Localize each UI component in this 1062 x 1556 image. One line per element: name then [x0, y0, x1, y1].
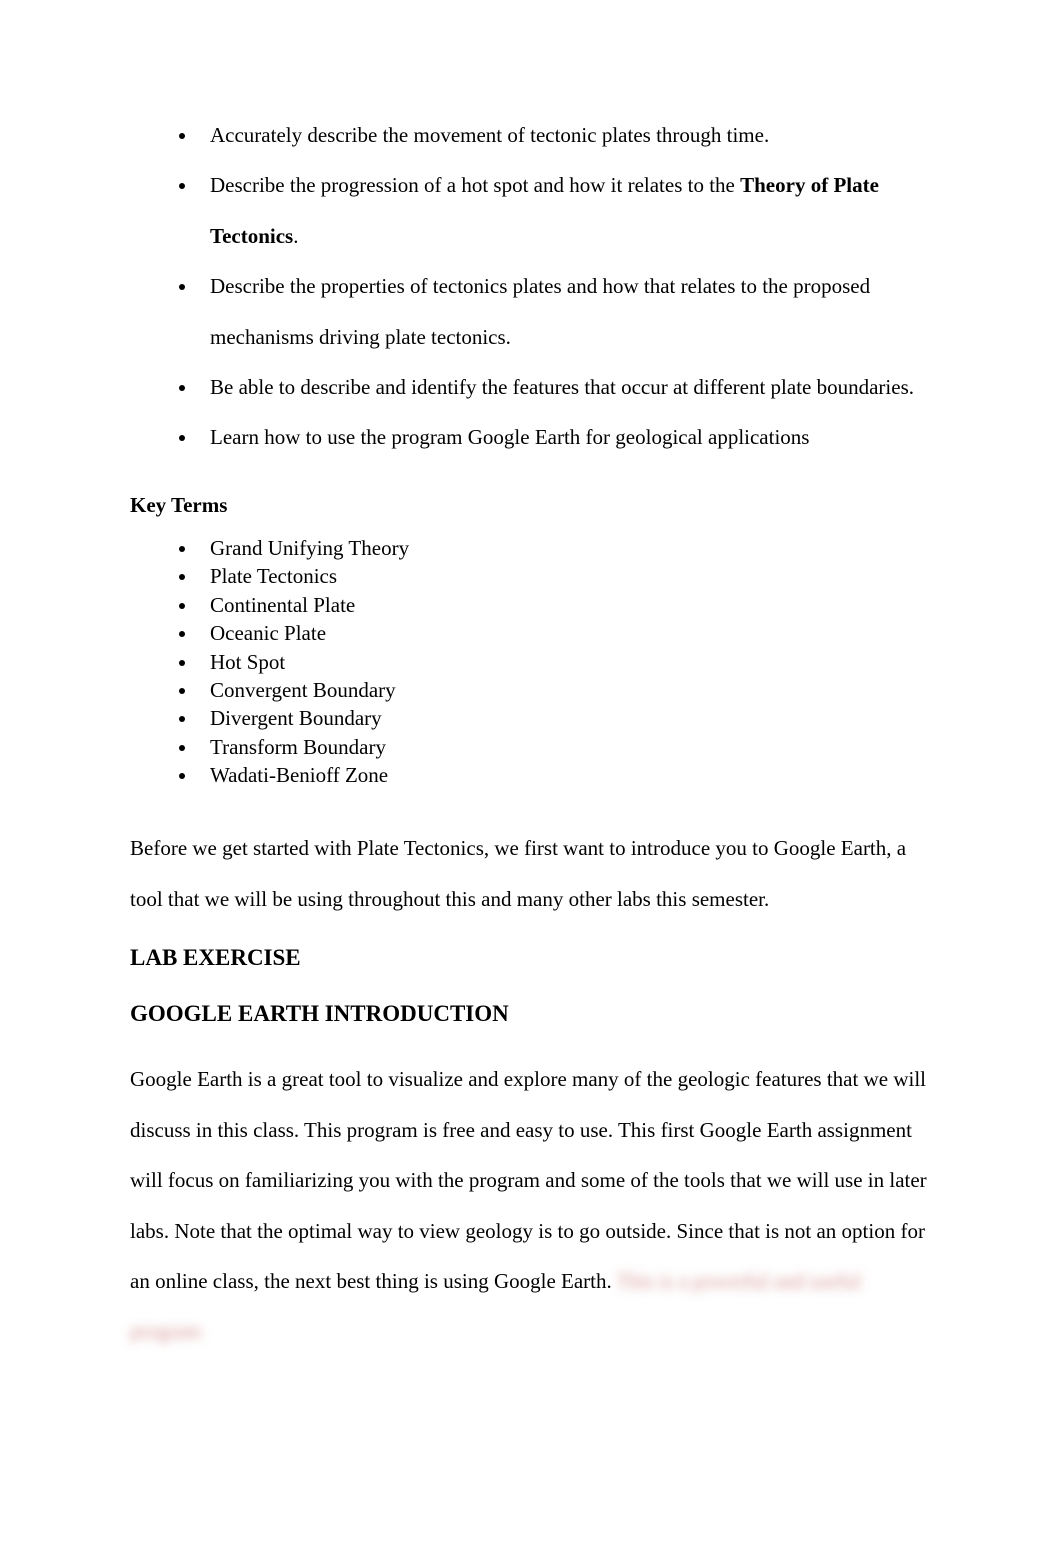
key-term-item: Convergent Boundary [198, 676, 932, 704]
key-term-item: Grand Unifying Theory [198, 534, 932, 562]
key-term-item: Hot Spot [198, 648, 932, 676]
objective-item: Describe the progression of a hot spot a… [198, 160, 932, 261]
lab-exercise-heading: LAB EXERCISE [130, 942, 932, 974]
google-earth-paragraph: Google Earth is a great tool to visualiz… [130, 1054, 932, 1356]
key-term-item: Continental Plate [198, 591, 932, 619]
key-terms-list: Grand Unifying Theory Plate Tectonics Co… [130, 534, 932, 789]
google-earth-visible-text: Google Earth is a great tool to visualiz… [130, 1067, 927, 1293]
objective-item: Learn how to use the program Google Eart… [198, 412, 932, 462]
google-earth-heading: GOOGLE EARTH INTRODUCTION [130, 998, 932, 1030]
objective-item: Be able to describe and identify the fea… [198, 362, 932, 412]
objective-item: Accurately describe the movement of tect… [198, 110, 932, 160]
key-term-item: Divergent Boundary [198, 704, 932, 732]
key-term-item: Plate Tectonics [198, 562, 932, 590]
key-term-item: Oceanic Plate [198, 619, 932, 647]
key-term-item: Transform Boundary [198, 733, 932, 761]
key-term-item: Wadati-Benioff Zone [198, 761, 932, 789]
key-terms-heading: Key Terms [130, 491, 932, 520]
intro-paragraph: Before we get started with Plate Tectoni… [130, 823, 932, 924]
learning-objectives-list: Accurately describe the movement of tect… [130, 110, 932, 463]
objective-item: Describe the properties of tectonics pla… [198, 261, 932, 362]
